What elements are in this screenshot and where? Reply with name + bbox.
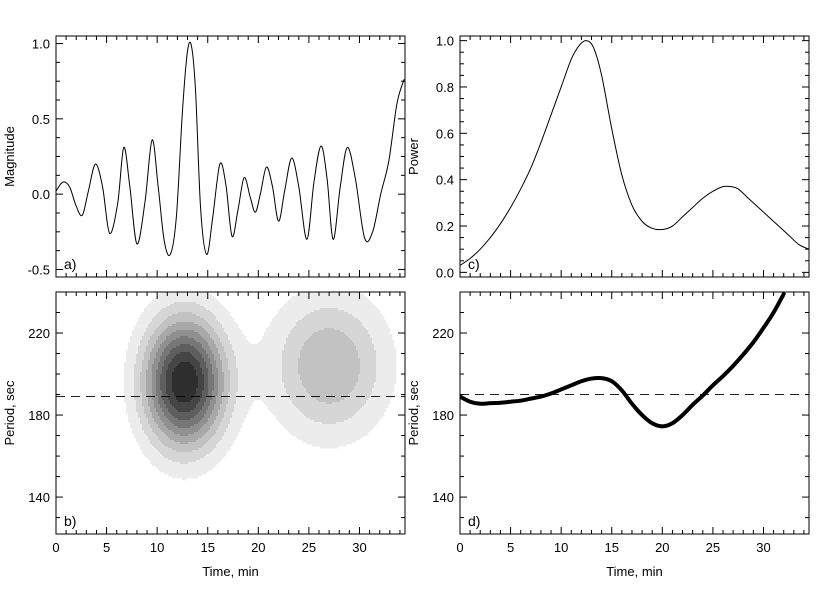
x-tick-label: 5 bbox=[507, 540, 514, 555]
y-tick-label: 220 bbox=[28, 326, 50, 341]
y-tick-label: 140 bbox=[432, 490, 454, 505]
panel-label: a) bbox=[64, 256, 76, 272]
y-axis-label: Power bbox=[406, 137, 421, 175]
plot-area bbox=[56, 292, 405, 481]
y-tick-label: 0.6 bbox=[436, 126, 454, 141]
y-tick-label: 0.8 bbox=[436, 80, 454, 95]
y-tick-label: 180 bbox=[28, 408, 50, 423]
y-axis-ticks bbox=[56, 291, 405, 519]
y-tick-label: 1.0 bbox=[32, 37, 50, 52]
y-tick-label: 0.0 bbox=[436, 265, 454, 280]
x-axis-label: Time, min bbox=[606, 564, 663, 579]
y-axis-label: Magnitude bbox=[2, 126, 17, 187]
series-line-0 bbox=[460, 40, 809, 266]
x-axis-ticks bbox=[459, 292, 805, 534]
y-tick-label: 0.0 bbox=[32, 187, 50, 202]
y-tick-label: 220 bbox=[432, 326, 454, 341]
panel-label: d) bbox=[468, 513, 480, 529]
y-tick-label: 0.2 bbox=[436, 219, 454, 234]
y-axis-label: Period, sec bbox=[2, 380, 17, 446]
x-tick-label: 20 bbox=[655, 540, 669, 555]
panel-c-power: 0.0 0.2 0.4 0.6 0.8 1.0 Power c) bbox=[406, 34, 810, 280]
x-tick-label: 25 bbox=[706, 540, 720, 555]
x-axis-ticks bbox=[55, 36, 401, 277]
x-tick-label: 20 bbox=[251, 540, 265, 555]
y-tick-label: 140 bbox=[28, 490, 50, 505]
y-tick-label: 0.4 bbox=[436, 173, 454, 188]
panel-label: b) bbox=[64, 513, 76, 529]
x-tick-label: 0 bbox=[456, 540, 463, 555]
plot-area bbox=[460, 40, 809, 266]
y-axis-ticks bbox=[460, 291, 809, 519]
panel-b-contour: 0 5 10 15 20 25 30 Time, min 140 180 220 Period, se… bbox=[2, 291, 406, 579]
x-tick-label: 30 bbox=[352, 540, 366, 555]
x-tick-label: 10 bbox=[554, 540, 568, 555]
x-tick-label: 15 bbox=[201, 540, 215, 555]
axes-frame bbox=[459, 291, 810, 535]
series-line-0 bbox=[56, 41, 405, 257]
plot-area bbox=[56, 41, 405, 257]
y-axis-ticks bbox=[56, 43, 405, 270]
y-axis-label: Period, sec bbox=[406, 380, 421, 446]
axes-frame bbox=[55, 35, 406, 278]
x-tick-label: 30 bbox=[756, 540, 770, 555]
panel-a-magnitude: -0.5 0.0 0.5 1.0 Magnitude a) bbox=[2, 35, 406, 278]
y-tick-label: 180 bbox=[432, 408, 454, 423]
contour-bands bbox=[124, 292, 397, 481]
axes-frame bbox=[55, 291, 406, 535]
y-tick-label: 1.0 bbox=[436, 34, 454, 49]
y-tick-label: -0.5 bbox=[28, 262, 50, 277]
y-axis-ticks bbox=[460, 40, 809, 273]
panel-label: c) bbox=[468, 256, 480, 272]
x-tick-label: 15 bbox=[605, 540, 619, 555]
y-tick-label: 0.5 bbox=[32, 112, 50, 127]
x-tick-label: 10 bbox=[150, 540, 164, 555]
series-line-0 bbox=[460, 292, 786, 429]
x-tick-label: 5 bbox=[103, 540, 110, 555]
x-axis-label: Time, min bbox=[202, 564, 259, 579]
x-tick-label: 0 bbox=[52, 540, 59, 555]
axes-frame bbox=[459, 35, 810, 278]
x-axis-ticks bbox=[459, 36, 805, 277]
x-axis-ticks bbox=[55, 292, 401, 534]
panel-d-period: 0 5 10 15 20 25 30 Time, min 140 180 220 Period, se… bbox=[406, 291, 810, 579]
plot-area bbox=[460, 292, 809, 429]
x-tick-label: 25 bbox=[302, 540, 316, 555]
